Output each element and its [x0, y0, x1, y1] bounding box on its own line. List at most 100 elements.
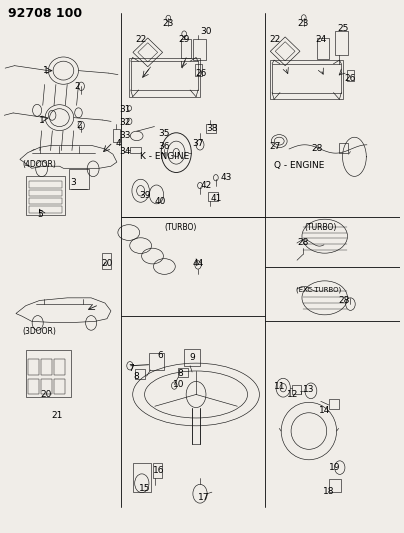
Bar [41, 379, 52, 394]
Bar [208, 192, 218, 201]
Text: 23: 23 [297, 19, 309, 28]
Text: 28: 28 [311, 144, 322, 154]
Text: 8: 8 [134, 372, 139, 381]
Bar [347, 70, 354, 81]
Text: Q - ENGINE: Q - ENGINE [274, 161, 324, 170]
Bar [54, 379, 65, 394]
Bar [149, 353, 164, 370]
Bar [29, 198, 62, 204]
Text: 20: 20 [40, 390, 51, 399]
Bar [329, 479, 341, 492]
Text: 2: 2 [76, 121, 82, 130]
Bar [54, 359, 65, 375]
Bar [133, 463, 151, 492]
Text: 22: 22 [135, 35, 146, 44]
Polygon shape [270, 37, 300, 66]
Text: 39: 39 [139, 191, 150, 200]
Text: 16: 16 [153, 466, 164, 475]
Text: 92708 100: 92708 100 [8, 7, 82, 20]
Text: 3: 3 [70, 179, 76, 188]
Bar [135, 369, 145, 379]
Text: 28: 28 [297, 238, 309, 247]
Bar [329, 399, 339, 409]
Text: (4DOOR): (4DOOR) [23, 160, 57, 169]
Bar [181, 39, 191, 58]
Text: 22: 22 [269, 35, 281, 44]
Text: 23: 23 [163, 19, 174, 28]
Text: 30: 30 [200, 27, 212, 36]
Text: 25: 25 [337, 25, 348, 34]
Text: 20: 20 [101, 260, 113, 269]
Text: 34: 34 [119, 147, 130, 156]
Text: 4: 4 [116, 139, 122, 148]
Bar [129, 58, 200, 97]
Bar [339, 143, 349, 152]
Bar [29, 206, 62, 213]
Polygon shape [16, 298, 111, 322]
Text: (EXC TURBO): (EXC TURBO) [296, 287, 341, 293]
Bar [206, 124, 216, 133]
Polygon shape [138, 43, 158, 62]
Bar [29, 190, 62, 196]
Text: 1: 1 [39, 116, 44, 125]
Bar [26, 350, 72, 397]
Bar [335, 31, 349, 55]
Text: 2: 2 [74, 82, 80, 91]
Text: 10: 10 [173, 379, 184, 389]
Text: 18: 18 [323, 487, 335, 496]
Bar [317, 38, 329, 59]
Text: 26: 26 [196, 69, 207, 78]
Bar [270, 60, 343, 99]
Text: 26: 26 [345, 74, 356, 83]
Text: 29: 29 [179, 35, 190, 44]
Bar [184, 349, 200, 366]
Text: 27: 27 [269, 142, 281, 151]
Polygon shape [133, 38, 162, 67]
Polygon shape [20, 146, 117, 168]
Text: 44: 44 [192, 260, 204, 269]
Bar [28, 379, 39, 394]
Text: 9: 9 [189, 353, 195, 362]
Text: 41: 41 [210, 194, 221, 203]
Text: (TURBO): (TURBO) [305, 223, 337, 232]
Bar [193, 39, 206, 60]
Polygon shape [275, 42, 295, 61]
Bar [69, 169, 89, 189]
Text: 36: 36 [159, 142, 170, 151]
Text: 37: 37 [192, 139, 204, 148]
Text: (3DOOR): (3DOOR) [23, 327, 57, 336]
Text: 5: 5 [37, 210, 42, 219]
Polygon shape [130, 148, 141, 152]
Text: 38: 38 [206, 124, 218, 133]
Bar [152, 463, 162, 478]
Text: 28: 28 [339, 296, 350, 305]
Text: 15: 15 [139, 484, 150, 493]
Bar [41, 359, 52, 375]
Text: 13: 13 [303, 385, 315, 394]
Text: 11: 11 [274, 382, 285, 391]
Text: 35: 35 [159, 129, 170, 138]
Text: 40: 40 [155, 197, 166, 206]
Text: 8: 8 [177, 369, 183, 378]
Text: K - ENGINE: K - ENGINE [140, 152, 189, 161]
Text: 21: 21 [52, 411, 63, 420]
Text: 1: 1 [43, 66, 48, 75]
Text: 43: 43 [220, 173, 231, 182]
Bar [28, 359, 39, 375]
Text: 17: 17 [198, 493, 210, 502]
Bar [26, 176, 65, 215]
Text: 6: 6 [158, 351, 163, 360]
Bar [102, 254, 111, 269]
Bar [292, 385, 301, 394]
Text: 14: 14 [319, 406, 330, 415]
Text: 24: 24 [315, 35, 326, 44]
Text: (TURBO): (TURBO) [164, 223, 196, 232]
Text: 7: 7 [128, 364, 134, 373]
Text: 19: 19 [329, 463, 341, 472]
Text: 12: 12 [287, 390, 299, 399]
Text: 31: 31 [119, 106, 130, 114]
Text: 32: 32 [119, 118, 130, 127]
Bar [113, 129, 120, 142]
Bar [29, 181, 62, 188]
Text: 42: 42 [200, 181, 212, 190]
